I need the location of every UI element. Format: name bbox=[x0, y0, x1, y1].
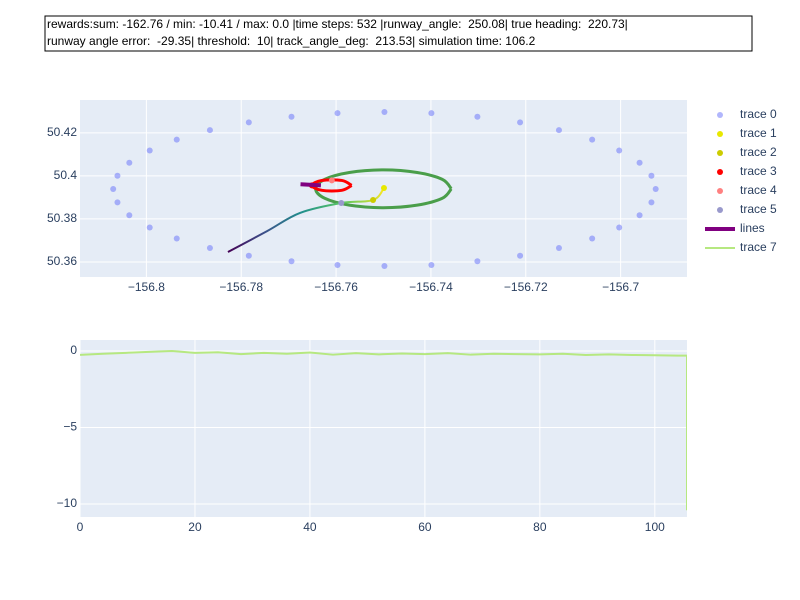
y-tick-label: 50.4 bbox=[54, 168, 78, 182]
y-tick-label: 50.36 bbox=[47, 254, 77, 268]
x-tick-label: −156.74 bbox=[409, 280, 453, 294]
legend-symbol bbox=[717, 169, 723, 175]
y-tick-label: 0 bbox=[70, 343, 77, 357]
point bbox=[555, 244, 562, 251]
point bbox=[428, 261, 435, 268]
legend-label: trace 0 bbox=[740, 107, 777, 121]
point bbox=[616, 147, 623, 154]
line bbox=[80, 350, 687, 511]
point bbox=[288, 258, 295, 265]
point bbox=[173, 235, 180, 242]
point bbox=[114, 199, 121, 206]
legend-symbol bbox=[717, 112, 723, 118]
x-tick-label: 60 bbox=[418, 520, 432, 534]
x-tick-label: 80 bbox=[533, 520, 547, 534]
x-tick-label: −156.76 bbox=[314, 280, 358, 294]
legend-symbol bbox=[717, 207, 723, 213]
point bbox=[474, 113, 481, 120]
legend-label: lines bbox=[740, 221, 765, 235]
point bbox=[146, 224, 153, 231]
point bbox=[381, 263, 388, 270]
plot-layer bbox=[80, 350, 687, 511]
header-line: rewards:sum: -162.76 / min: -10.41 / max… bbox=[47, 17, 628, 31]
x-tick-label: 100 bbox=[645, 520, 665, 534]
point bbox=[636, 212, 643, 219]
y-tick-label: 50.38 bbox=[47, 211, 77, 225]
legend-symbol bbox=[717, 131, 723, 137]
x-tick-label: −156.8 bbox=[128, 280, 165, 294]
y-tick-label: 50.42 bbox=[47, 125, 77, 139]
point bbox=[338, 200, 345, 207]
point bbox=[288, 113, 295, 120]
point bbox=[206, 127, 213, 134]
x-tick-label: 0 bbox=[77, 520, 84, 534]
point bbox=[110, 186, 117, 193]
point bbox=[328, 177, 335, 184]
point bbox=[589, 136, 596, 143]
legend-symbol bbox=[717, 188, 723, 194]
y-tick-label: −5 bbox=[63, 420, 77, 434]
legend-label: trace 3 bbox=[740, 164, 777, 178]
x-tick-label: −156.78 bbox=[219, 280, 263, 294]
point bbox=[428, 110, 435, 117]
point bbox=[126, 159, 133, 166]
line bbox=[300, 182, 322, 188]
x-tick-label: 40 bbox=[303, 520, 317, 534]
point bbox=[616, 224, 623, 231]
legend-label: trace 7 bbox=[740, 240, 777, 254]
point bbox=[381, 109, 388, 116]
point bbox=[380, 184, 387, 191]
point bbox=[648, 199, 655, 206]
point bbox=[517, 119, 524, 126]
point bbox=[555, 127, 562, 134]
point bbox=[245, 252, 252, 259]
legend-symbol bbox=[717, 150, 723, 156]
point bbox=[334, 110, 341, 117]
x-tick-label: −156.72 bbox=[504, 280, 548, 294]
legend-label: trace 1 bbox=[740, 126, 777, 140]
point bbox=[206, 244, 213, 251]
point bbox=[648, 172, 655, 179]
point bbox=[146, 147, 153, 154]
point bbox=[334, 261, 341, 268]
header-line: runway angle error: -29.35| threshold: 1… bbox=[47, 34, 536, 48]
plot-layer bbox=[110, 109, 659, 270]
header-box bbox=[44, 15, 753, 52]
point bbox=[474, 258, 481, 265]
point bbox=[517, 252, 524, 259]
point bbox=[245, 119, 252, 126]
point bbox=[370, 197, 377, 204]
legend-label: trace 2 bbox=[740, 145, 777, 159]
y-tick-label: −10 bbox=[57, 496, 78, 510]
plot-area bbox=[80, 340, 687, 517]
x-tick-label: 20 bbox=[188, 520, 202, 534]
point bbox=[652, 186, 659, 193]
point bbox=[636, 159, 643, 166]
point bbox=[173, 136, 180, 143]
point bbox=[126, 212, 133, 219]
point bbox=[589, 235, 596, 242]
point bbox=[114, 172, 121, 179]
legend-label: trace 4 bbox=[740, 183, 777, 197]
x-tick-label: −156.7 bbox=[602, 280, 639, 294]
legend-label: trace 5 bbox=[740, 202, 777, 216]
